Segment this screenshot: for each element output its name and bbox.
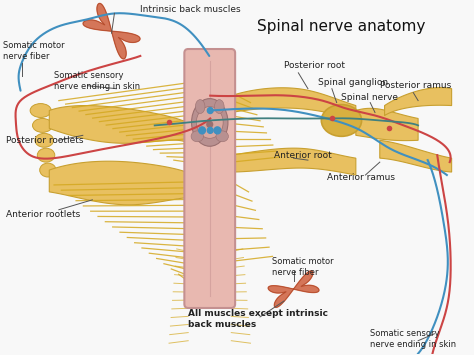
- Ellipse shape: [30, 104, 51, 118]
- Polygon shape: [231, 148, 356, 175]
- Ellipse shape: [37, 148, 55, 162]
- Polygon shape: [83, 4, 140, 59]
- Text: Anterior rootlets: Anterior rootlets: [6, 210, 81, 219]
- Ellipse shape: [35, 133, 54, 147]
- Polygon shape: [380, 140, 452, 172]
- Text: Somatic motor
nerve fiber: Somatic motor nerve fiber: [3, 41, 65, 61]
- Polygon shape: [231, 88, 356, 119]
- Text: Anterior root: Anterior root: [274, 151, 332, 160]
- Ellipse shape: [215, 100, 224, 114]
- Circle shape: [199, 127, 205, 134]
- Ellipse shape: [191, 131, 203, 142]
- Text: Somatic motor
nerve fiber: Somatic motor nerve fiber: [272, 257, 333, 277]
- Text: Posterior ramus: Posterior ramus: [380, 81, 451, 90]
- Text: All muscles except intrinsic
back muscles: All muscles except intrinsic back muscle…: [188, 309, 328, 329]
- Text: Intrinsic back muscles: Intrinsic back muscles: [140, 5, 241, 14]
- Ellipse shape: [216, 131, 228, 142]
- FancyBboxPatch shape: [184, 49, 235, 308]
- Ellipse shape: [321, 105, 362, 136]
- Text: Posterior rootlets: Posterior rootlets: [6, 136, 84, 145]
- Circle shape: [207, 127, 213, 133]
- Polygon shape: [268, 271, 319, 307]
- Polygon shape: [356, 108, 418, 141]
- Text: Somatic sensory
nerve ending in skin: Somatic sensory nerve ending in skin: [54, 71, 140, 91]
- Text: Spinal nerve anatomy: Spinal nerve anatomy: [257, 19, 426, 34]
- Circle shape: [214, 127, 221, 134]
- Text: Anterior ramus: Anterior ramus: [327, 174, 395, 182]
- Polygon shape: [384, 88, 452, 115]
- Text: Posterior root: Posterior root: [284, 61, 345, 70]
- Text: Spinal nerve: Spinal nerve: [341, 93, 399, 102]
- Circle shape: [207, 121, 213, 127]
- Circle shape: [207, 108, 213, 114]
- Ellipse shape: [33, 119, 53, 132]
- Text: Somatic sensory
nerve ending in skin: Somatic sensory nerve ending in skin: [370, 329, 456, 349]
- Text: Spinal ganglion: Spinal ganglion: [318, 78, 388, 87]
- Ellipse shape: [191, 99, 228, 146]
- Ellipse shape: [195, 100, 205, 114]
- Polygon shape: [49, 161, 190, 205]
- Ellipse shape: [40, 163, 56, 177]
- Polygon shape: [49, 105, 190, 148]
- Ellipse shape: [196, 106, 223, 138]
